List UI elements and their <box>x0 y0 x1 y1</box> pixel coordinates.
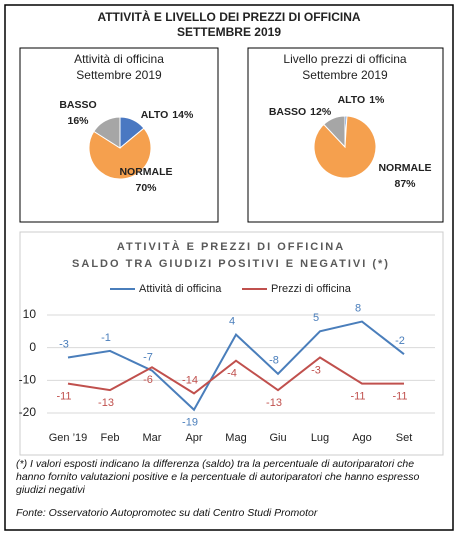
slice-value: 1% <box>369 94 385 106</box>
data-label: 4 <box>229 316 235 328</box>
data-label: -6 <box>143 374 153 386</box>
slice-name: NORMALE <box>378 162 431 174</box>
x-tick-label: Mag <box>225 432 246 444</box>
line-series <box>67 356 404 395</box>
slice-value: 14% <box>172 109 194 121</box>
x-tick-label: Feb <box>101 432 120 444</box>
x-tick-label: Giu <box>269 432 286 444</box>
x-tick-label: Ago <box>352 432 372 444</box>
slice-label: ALTO 1% <box>338 94 385 106</box>
line-title: ATTIVITÀ E PREZZI DI OFFICINA <box>117 240 345 253</box>
slice-value: 12% <box>310 106 332 118</box>
x-tick-label: Mar <box>143 432 162 444</box>
data-label: -4 <box>227 368 237 380</box>
pie-box <box>247 47 444 223</box>
pie-box <box>19 47 219 223</box>
data-label: -7 <box>143 351 153 363</box>
y-tick-label: 10 <box>23 307 37 321</box>
data-label: -13 <box>98 397 114 409</box>
data-label: -8 <box>269 355 279 367</box>
slice-label: ALTO 14% <box>141 109 194 121</box>
y-tick-label: -10 <box>19 373 37 387</box>
data-label: -2 <box>395 335 405 347</box>
pie-slice <box>323 115 346 149</box>
slice-value: 87% <box>394 178 416 190</box>
data-label: -19 <box>182 417 198 429</box>
slice-name: ALTO <box>141 109 169 121</box>
data-label: -13 <box>266 397 282 409</box>
line-subtitle: SALDO TRA GIUDIZI POSITIVI E NEGATIVI (*… <box>72 258 390 270</box>
outer-border <box>4 4 454 531</box>
x-tick-label: Set <box>396 432 413 444</box>
x-tick-label: Lug <box>311 432 329 444</box>
slice-name: BASSO <box>269 106 306 118</box>
pie-subtitle: Settembre 2019 <box>302 68 388 82</box>
data-label: -3 <box>59 338 69 350</box>
data-label: -11 <box>392 391 407 403</box>
footnote: (*) I valori esposti indicano la differe… <box>16 458 420 496</box>
data-label: -11 <box>350 391 365 403</box>
y-tick-label: 0 <box>29 340 36 354</box>
legend-label: Attività di officina <box>139 283 222 295</box>
data-label: 8 <box>355 302 361 314</box>
pie-title: Attività di officina <box>74 52 164 66</box>
legend-label: Prezzi di officina <box>271 283 352 295</box>
data-label: -3 <box>311 364 321 376</box>
y-tick-label: -20 <box>19 405 37 419</box>
slice-name: BASSO <box>59 99 96 111</box>
line-box <box>19 231 444 456</box>
slice-value: 70% <box>135 182 157 194</box>
x-tick-label: Apr <box>185 432 202 444</box>
pie-slice <box>93 116 121 149</box>
data-label: 5 <box>313 312 319 324</box>
source: Fonte: Osservatorio Autopromotec su dati… <box>16 507 318 519</box>
slice-value: 16% <box>67 115 89 127</box>
slice-label: BASSO 12% <box>269 106 332 118</box>
pie-slice <box>88 127 152 180</box>
slice-name: NORMALE <box>119 166 172 178</box>
page-subtitle: SETTEMBRE 2019 <box>177 25 281 39</box>
line-series <box>67 320 405 412</box>
data-label: -11 <box>56 391 71 403</box>
x-tick-label: Gen ’19 <box>49 432 88 444</box>
data-label: -1 <box>101 332 111 344</box>
slice-name: ALTO <box>338 94 366 106</box>
page-title: ATTIVITÀ E LIVELLO DEI PREZZI DI OFFICIN… <box>97 9 360 24</box>
pie-subtitle: Settembre 2019 <box>76 68 162 82</box>
data-label: -14 <box>182 374 198 386</box>
pie-title: Livello prezzi di officina <box>283 52 407 66</box>
